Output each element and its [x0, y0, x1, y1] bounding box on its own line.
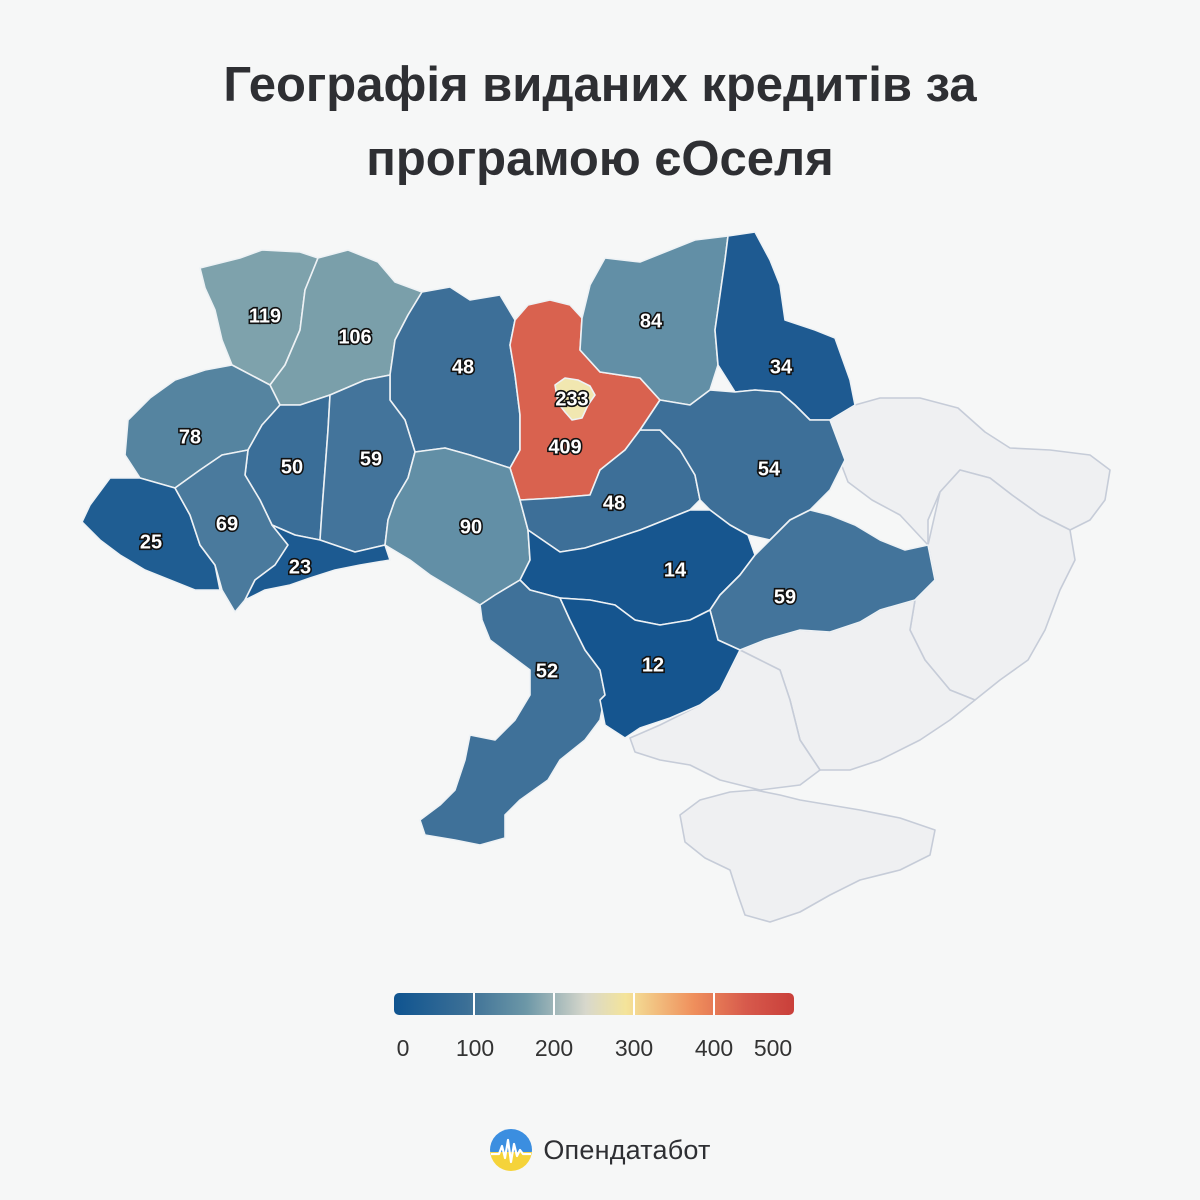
legend-separator: [553, 993, 555, 1015]
page-title: Географія виданих кредитів за програмою …: [0, 48, 1200, 196]
label-zhytomyr: 48: [452, 356, 474, 378]
label-zakarpattia: 25: [140, 531, 162, 553]
label-chernihiv: 84: [640, 310, 663, 332]
legend-separator: [473, 993, 475, 1015]
title-line-1: Географія виданих кредитів за: [223, 58, 977, 112]
label-lviv: 78: [179, 426, 201, 448]
region-kyiv-city[interactable]: [554, 377, 596, 421]
label-kyiv-city: 233: [555, 388, 588, 410]
label-khmelnytskyi: 59: [360, 448, 382, 470]
brand: Опендатабот: [0, 1128, 1200, 1172]
region-mykolaiv[interactable]: [559, 597, 741, 739]
legend-tick-300: 300: [614, 1035, 654, 1061]
regions: [81, 231, 936, 846]
ukraine-map: 119 106 48 233 409 84 34 78 50 59 90 48 …: [0, 200, 1200, 960]
label-kirovohrad: 14: [664, 559, 687, 581]
label-mykolaiv: 12: [642, 654, 664, 676]
label-sumy: 34: [770, 356, 793, 378]
region-crimea: [679, 789, 936, 923]
legend-tick-0: 0: [396, 1035, 410, 1061]
region-chernivtsi[interactable]: [244, 524, 391, 601]
label-vinnytsia: 90: [460, 516, 482, 538]
legend-tick-400: 400: [694, 1035, 734, 1061]
label-rivne: 106: [338, 326, 371, 348]
legend-separator: [633, 993, 635, 1015]
label-poltava: 54: [758, 458, 781, 480]
title-line-2: програмою єОселя: [366, 132, 834, 186]
label-volyn: 119: [249, 305, 281, 327]
legend-tick-200: 200: [534, 1035, 574, 1061]
region-kharkiv[interactable]: [709, 509, 936, 651]
label-chernivtsi: 23: [289, 556, 311, 578]
label-cherkasy: 48: [603, 492, 625, 514]
brand-name: Опендатабот: [543, 1134, 711, 1165]
color-legend: [394, 993, 794, 1015]
label-odesa: 52: [536, 660, 558, 682]
opendatabot-logo-icon: [490, 1129, 533, 1171]
legend-tick-500: 500: [753, 1035, 793, 1061]
legend-tick-100: 100: [455, 1035, 495, 1061]
legend-gradient-bar: [394, 993, 794, 1015]
occupied-territories: [629, 397, 1111, 923]
label-kyiv-oblast: 409: [548, 436, 581, 458]
legend-separator: [713, 993, 715, 1015]
label-ivano-frankivsk: 69: [216, 513, 238, 535]
region-labels: 119 106 48 233 409 84 34 78 50 59 90 48 …: [138, 304, 797, 684]
label-ternopil: 50: [281, 456, 303, 478]
map-svg: 119 106 48 233 409 84 34 78 50 59 90 48 …: [81, 231, 1111, 923]
label-kharkiv: 59: [774, 586, 796, 608]
